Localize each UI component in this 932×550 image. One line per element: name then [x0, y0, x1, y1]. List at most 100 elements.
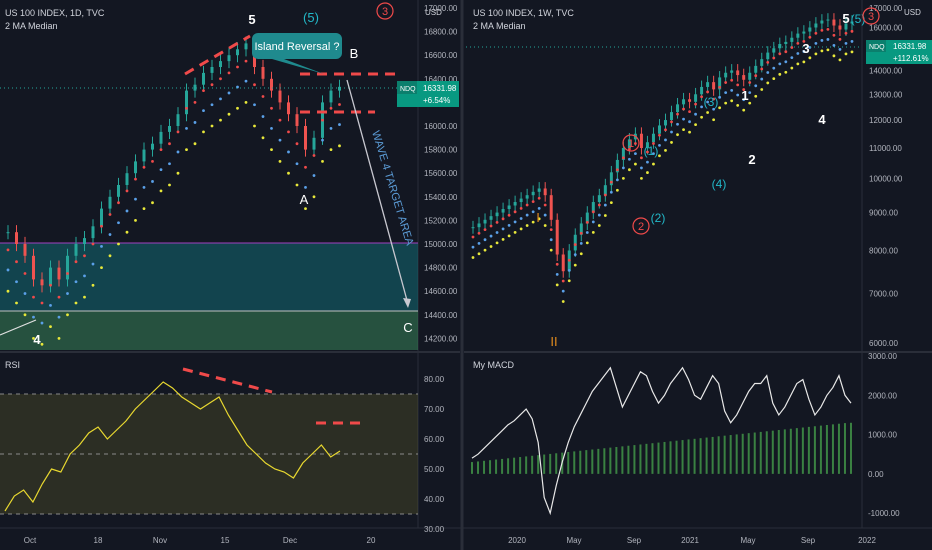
rsi-axis[interactable]: 80.00 70.00 60.00 50.00 40.00 30.00: [424, 375, 445, 534]
right-ma-dot: [621, 166, 625, 170]
left-wave-4: 4: [33, 332, 41, 347]
macd-bar: [741, 433, 744, 474]
left-time-axis[interactable]: Oct 18 Nov 15 Dec 20: [24, 536, 376, 545]
right-ma-dot: [730, 88, 734, 92]
right-candle-body: [627, 139, 631, 149]
left-ma-dot: [134, 197, 137, 201]
right-ma-dot: [591, 210, 595, 214]
right-ma-dot: [615, 178, 619, 182]
left-ma-dot: [270, 106, 273, 110]
macd-bar: [627, 445, 630, 474]
rsi-tick: 80.00: [424, 375, 445, 384]
left-ma-dot: [329, 126, 333, 130]
right-candle-body: [609, 172, 613, 186]
right-ma-dot: [838, 37, 842, 41]
left-ma-dot: [74, 260, 78, 264]
right-ma-dot: [808, 35, 812, 39]
right-ma-dot: [652, 162, 655, 166]
left-time-tick: 20: [367, 536, 376, 545]
macd-bar: [507, 458, 510, 474]
right-ma-dot: [850, 40, 854, 43]
left-ma-dot: [40, 321, 44, 325]
left-ma-dot: [108, 233, 112, 236]
left-candle-body: [287, 102, 290, 115]
right-ma-dot: [628, 168, 631, 172]
left-candle-body: [244, 43, 248, 50]
right-circled-1: 1: [628, 138, 634, 150]
macd-bar: [711, 436, 714, 474]
right-ma-dot: [561, 300, 565, 303]
macd-bar: [675, 440, 678, 474]
right-ma-dot: [790, 56, 794, 60]
left-candle-body: [159, 131, 163, 144]
right-candle-body: [657, 125, 661, 134]
right-ma-dot: [628, 147, 631, 151]
wave4-trendline: [0, 319, 37, 336]
left-candle-body: [32, 255, 35, 280]
target-arrow[interactable]: [346, 79, 409, 305]
right-currency: USD: [904, 8, 921, 17]
right-ma-dot: [760, 77, 764, 81]
right-ma-dot: [730, 99, 734, 103]
right-ma-dot: [844, 31, 848, 35]
right-ma-dot: [670, 130, 673, 134]
right-ma-dot: [471, 256, 475, 259]
right-ma-dot: [808, 56, 812, 60]
right-time-axis[interactable]: 2020 May Sep 2021 May Sep 2022: [508, 536, 876, 545]
left-ma-dot: [321, 160, 324, 163]
macd-line: [471, 366, 852, 516]
right-ma-dot: [772, 77, 776, 80]
right-ma-dot: [832, 43, 836, 47]
right-ticker-change: +112.61%: [893, 54, 929, 63]
right-subtitle[interactable]: 2 MA Median: [473, 21, 526, 31]
left-price-axis[interactable]: 17000.0016800.0016600.0016400.0016200.00…: [424, 4, 458, 343]
right-ma-dot: [495, 241, 499, 245]
rsi-tick: 30.00: [424, 525, 445, 534]
right-ma-dot: [549, 228, 553, 232]
right-ticker-price: 16331.98: [893, 42, 927, 51]
right-candle-body: [712, 82, 716, 90]
right-circled-3: 3: [868, 11, 874, 23]
left-ma-dot: [23, 272, 27, 275]
right-ma-dot: [850, 50, 854, 54]
macd-label[interactable]: My MACD: [473, 360, 514, 370]
right-ma-dot: [682, 117, 685, 121]
left-subtitle[interactable]: 2 MA Median: [5, 21, 58, 31]
right-ma-dot: [543, 213, 547, 217]
rsi-label[interactable]: RSI: [5, 360, 20, 370]
left-candle-body: [40, 279, 44, 286]
rsi-tick: 40.00: [424, 495, 445, 504]
left-price-tick: 14600.00: [424, 287, 458, 296]
macd-bar: [699, 438, 702, 474]
right-title[interactable]: US 100 INDEX, 1W, TVC: [473, 8, 574, 18]
left-ma-dot: [91, 242, 95, 246]
right-ma-dot: [664, 148, 667, 152]
left-ma-dot: [159, 168, 163, 172]
right-ma-dot: [712, 107, 716, 111]
left-ma-dot: [329, 106, 333, 110]
macd-bar: [495, 459, 498, 474]
macd-axis[interactable]: 3000.00 2000.00 1000.00 0.00 -1000.00: [868, 352, 900, 518]
left-title[interactable]: US 100 INDEX, 1D, TVC: [5, 8, 105, 18]
macd-bar: [663, 441, 666, 474]
left-ma-dot: [244, 101, 248, 104]
right-candle-body: [724, 72, 728, 78]
left-ma-dot: [49, 325, 52, 328]
left-ma-dot: [100, 244, 103, 248]
macd-bar: [525, 456, 528, 474]
left-candle-body: [210, 67, 214, 73]
right-ma-dot: [754, 84, 758, 88]
left-ma-dot: [295, 162, 299, 166]
right-ma-dot: [549, 238, 553, 242]
macd-bar: [591, 449, 594, 474]
right-candle-body: [621, 148, 625, 160]
right-candle-body: [790, 37, 794, 42]
island-reversal-callout[interactable]: [252, 33, 342, 74]
macd-bar: [615, 446, 618, 474]
right-ma-dot: [525, 203, 529, 207]
right-candle-body: [531, 191, 535, 196]
right-wave-(2): (2): [651, 211, 666, 225]
right-ma-dot: [700, 105, 703, 109]
right-candle-body: [651, 133, 655, 143]
right-ma-dot: [585, 231, 589, 234]
